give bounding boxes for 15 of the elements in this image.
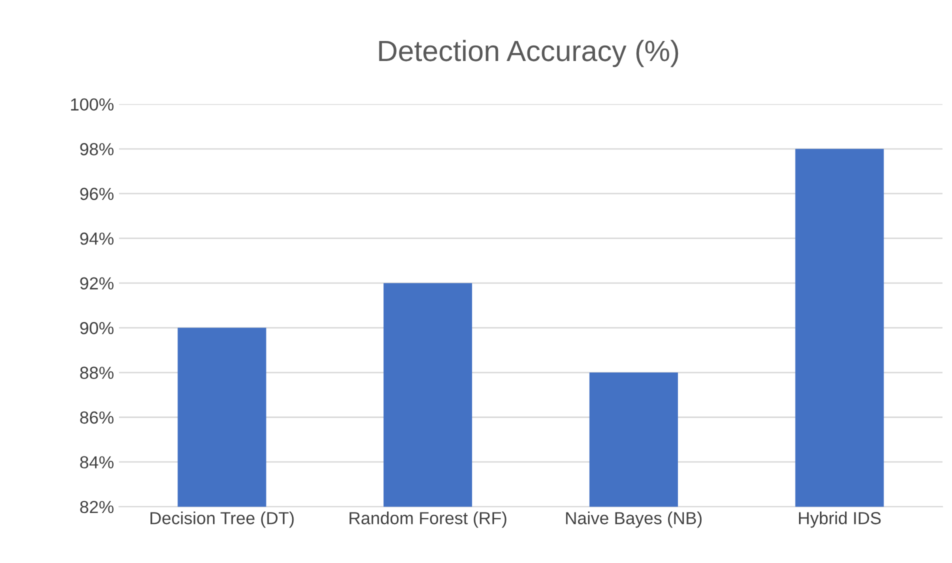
y-tick-label: 82% <box>80 500 114 514</box>
x-tick-label: Hybrid IDS <box>799 512 881 528</box>
y-tick-label: 100% <box>71 98 114 111</box>
x-tick-label: Naive Bayes (NB) <box>566 512 702 528</box>
y-tick-label: 94% <box>80 232 114 245</box>
x-tick-label: Random Forest (RF) <box>350 512 506 528</box>
y-tick-label: 98% <box>80 143 114 156</box>
y-tick-label: 86% <box>80 411 114 424</box>
y-tick-label: 96% <box>80 188 114 200</box>
chart-title: Detection Accuracy (%) <box>379 40 678 68</box>
y-tick-label: 88% <box>80 366 114 379</box>
y-tick-label: 92% <box>80 277 114 290</box>
y-tick-label: 84% <box>80 456 114 468</box>
y-tick-label: 90% <box>80 322 114 334</box>
x-tick-label: Decision Tree (DT) <box>150 512 294 528</box>
